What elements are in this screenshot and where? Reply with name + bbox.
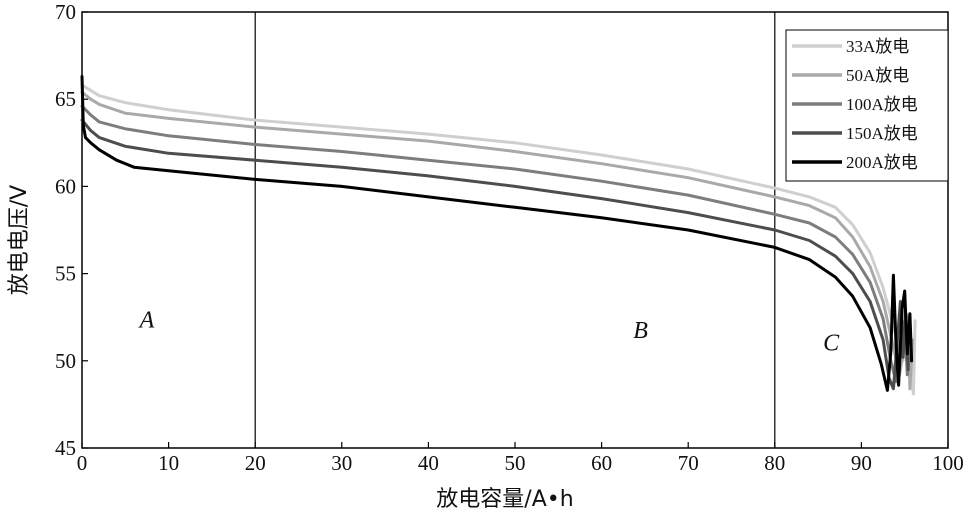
- series-line-2: [80, 90, 914, 391]
- x-tick-label: 10: [158, 451, 179, 475]
- legend-label-3: 100A放电: [846, 95, 918, 114]
- y-tick-label: 50: [55, 349, 76, 373]
- x-tick-label: 50: [505, 451, 526, 475]
- region-label-C: C: [823, 330, 840, 356]
- legend: 33A放电 50A放电 100A放电 150A放电 200A放电: [785, 29, 949, 182]
- legend-label-1: 33A放电: [846, 37, 909, 56]
- legend-label-4: 150A放电: [846, 124, 918, 143]
- x-tick-label: 80: [764, 451, 785, 475]
- x-tick-label: 40: [418, 451, 439, 475]
- y-tick-label: 70: [55, 0, 76, 24]
- legend-label-5: 200A放电: [846, 153, 918, 172]
- x-tick-label: 0: [77, 451, 88, 475]
- y-tick-label: 60: [55, 174, 76, 198]
- axes-layer: 0 10 20 30 40 50 60 70 80 90 100 45 50 55 60 65 70 放电容量/A…: [7, 0, 964, 512]
- y-axis-title: 放电电压/V: [7, 185, 32, 295]
- series-line-5: [80, 75, 914, 392]
- region-label-B: B: [633, 318, 648, 344]
- x-tick-label: 90: [851, 451, 872, 475]
- y-tick-label: 45: [55, 436, 76, 460]
- x-tick-label: 20: [245, 451, 266, 475]
- x-tick-label: 100: [932, 451, 964, 475]
- y-tick-label: 65: [55, 87, 76, 111]
- x-tick-label: 70: [678, 451, 699, 475]
- plot-layer: [80, 75, 917, 396]
- x-axis-title: 放电容量/A•h: [436, 487, 573, 512]
- x-tick-label: 30: [331, 451, 352, 475]
- y-tick-label: 55: [55, 262, 76, 286]
- legend-label-2: 50A放电: [846, 66, 909, 85]
- region-label-A: A: [138, 308, 155, 334]
- x-tick-label: 60: [591, 451, 612, 475]
- series-line-4: [80, 118, 910, 391]
